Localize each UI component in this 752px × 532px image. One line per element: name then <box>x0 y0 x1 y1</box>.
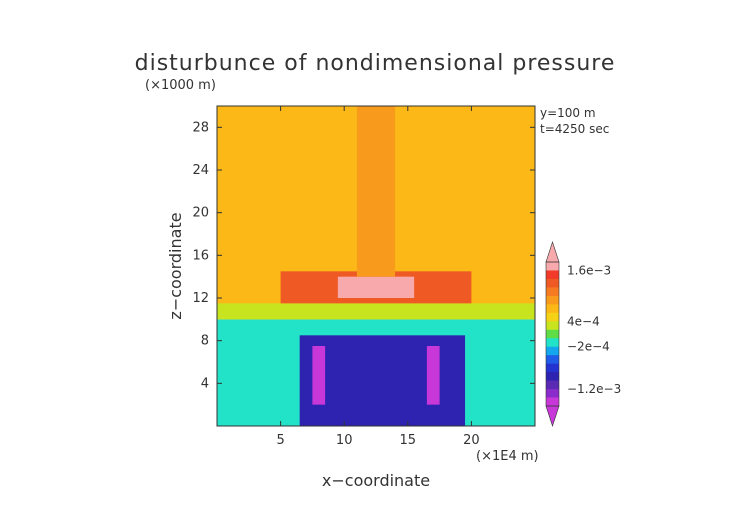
x-tick-label: 20 <box>463 433 480 448</box>
colorbar-segment <box>546 270 559 280</box>
colorbar: 1.6e−3 4e−4 −2e−4 −1.2e−3 <box>545 241 621 427</box>
colorbar-label: 1.6e−3 <box>567 263 611 277</box>
colorbar-label: −2e−4 <box>567 340 610 354</box>
colorbar-segment <box>546 380 559 390</box>
contour-field <box>217 106 535 426</box>
colorbar-segment <box>546 304 559 314</box>
field-region <box>356 106 396 277</box>
colorbar-frame <box>545 261 560 407</box>
colorbar-segment <box>546 321 559 331</box>
colorbar-segment <box>546 389 559 399</box>
x-tick-label: 5 <box>276 433 284 448</box>
plot-frame <box>216 105 536 427</box>
colorbar-segment <box>546 397 559 407</box>
x-tick-label: 10 <box>336 433 353 448</box>
y-axis-ticks: 4 8 12 16 20 24 28 <box>192 120 535 391</box>
x-tick-label: 15 <box>400 433 417 448</box>
field-region <box>337 276 415 298</box>
y-tick-label: 12 <box>192 291 209 306</box>
colorbar-segment <box>546 363 559 373</box>
field-region <box>312 346 326 405</box>
chart-title: disturbunce of nondimensional pressure <box>135 51 616 76</box>
field-region <box>217 303 535 320</box>
colorbar-label: −1.2e−3 <box>567 382 621 396</box>
z-unit-label: (×1000 m) <box>145 78 216 93</box>
colorbar-segment <box>546 329 559 339</box>
y-tick-label: 24 <box>192 163 209 178</box>
annotation-line-1: t=4250 sec <box>540 122 609 136</box>
y-tick-label: 28 <box>192 120 209 135</box>
colorbar-segment <box>546 278 559 288</box>
y-tick-label: 8 <box>201 334 209 349</box>
colorbar-segment <box>546 262 559 271</box>
colorbar-bottom-arrow <box>545 405 560 427</box>
x-axis-label: x−coordinate <box>322 471 430 490</box>
colorbar-segment <box>546 355 559 365</box>
colorbar-segment <box>546 287 559 297</box>
x-axis-ticks: 5 10 15 20 <box>276 106 480 448</box>
annotation-line-0: y=100 m <box>540 106 596 120</box>
colorbar-segment <box>546 295 559 305</box>
y-axis-label: z−coordinate <box>166 212 185 319</box>
colorbar-segment <box>546 312 559 322</box>
y-tick-label: 20 <box>192 206 209 221</box>
y-tick-label: 4 <box>201 376 209 391</box>
colorbar-label: 4e−4 <box>567 314 600 328</box>
colorbar-top-arrow <box>545 241 560 263</box>
colorbar-segment <box>546 338 559 348</box>
y-tick-label: 16 <box>192 248 209 263</box>
field-region <box>426 346 440 405</box>
x-unit-label: (×1E4 m) <box>476 449 539 464</box>
colorbar-segment <box>546 372 559 382</box>
colorbar-segment <box>546 346 559 356</box>
